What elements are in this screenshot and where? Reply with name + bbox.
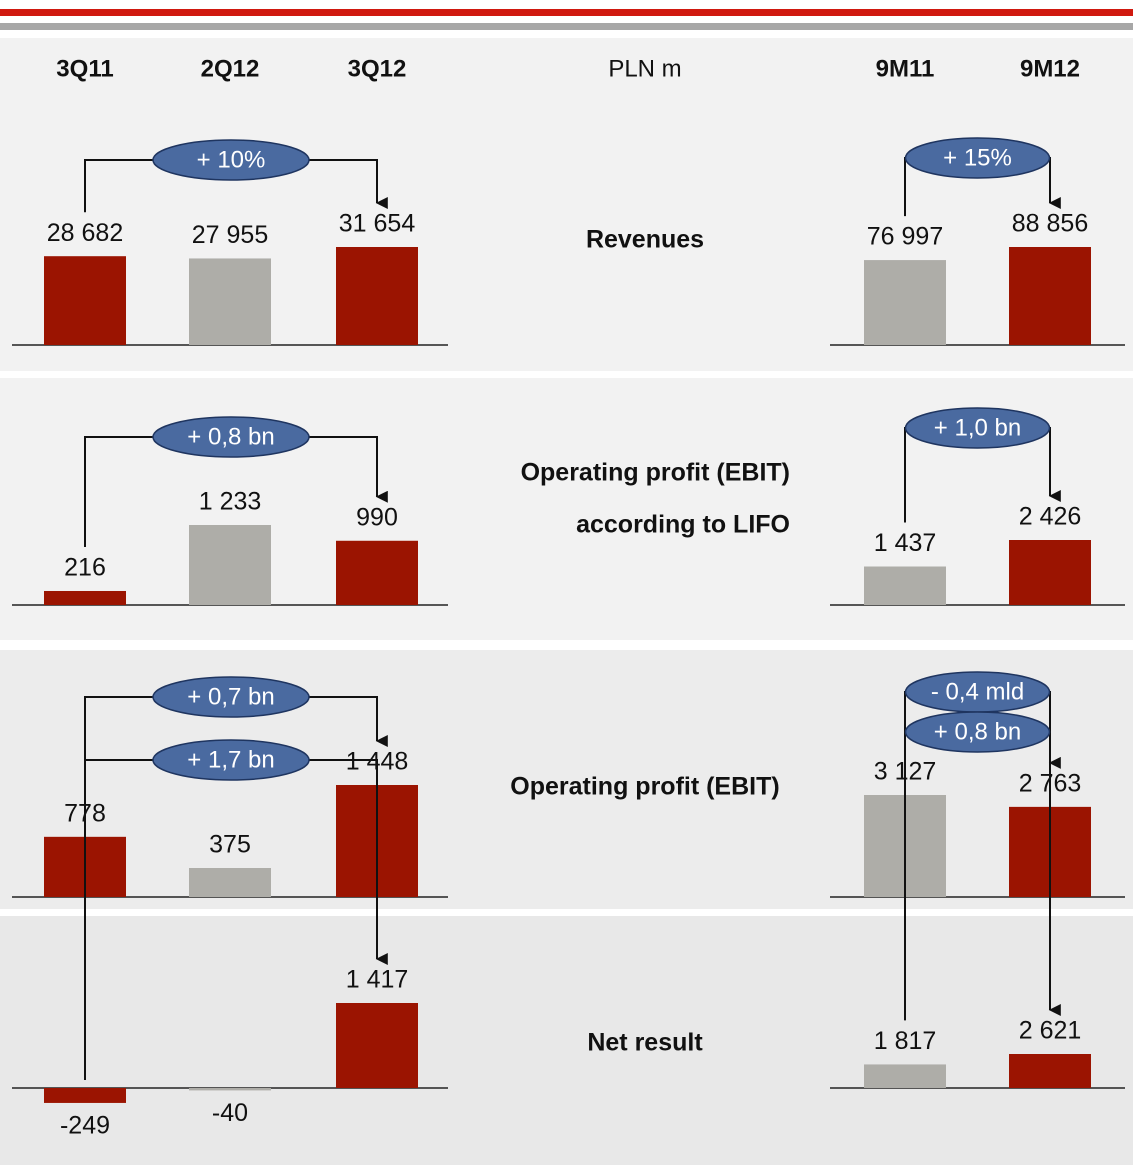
top-rule-gray: [0, 23, 1133, 30]
bar: [1009, 247, 1091, 345]
value-label: 27 955: [192, 221, 268, 249]
bar: [189, 867, 271, 897]
metric-title: Operating profit (EBIT): [521, 459, 790, 487]
annotation: + 10%: [197, 146, 266, 173]
annotation: + 0,8 bn: [934, 718, 1021, 745]
annotation: + 0,8 bn: [187, 423, 274, 450]
value-label: 216: [64, 554, 106, 582]
bar: [864, 1064, 946, 1088]
value-label: 88 856: [1012, 210, 1088, 238]
value-label: 2 621: [1019, 1017, 1082, 1045]
header-label: 3Q12: [348, 55, 407, 82]
annotation-bubble: [152, 416, 310, 458]
bar: [189, 258, 271, 345]
value-label: 1 417: [346, 966, 409, 994]
bar: [336, 247, 418, 345]
value-label: -249: [60, 1112, 110, 1140]
metric-title: Net result: [587, 1029, 703, 1057]
value-label: 1 233: [199, 488, 262, 516]
value-label: 31 654: [339, 210, 416, 238]
annotation-bubble: [904, 711, 1051, 753]
bar: [44, 256, 126, 345]
bar: [44, 1088, 126, 1103]
unit-label: PLN m: [608, 55, 681, 82]
value-label: 28 682: [47, 219, 123, 247]
bar: [44, 590, 126, 605]
bar: [189, 1088, 271, 1091]
header-label: 2Q12: [201, 55, 260, 82]
metric-title: Operating profit (EBIT): [510, 773, 779, 801]
metric-title: Revenues: [586, 226, 704, 254]
bar: [336, 540, 418, 605]
value-label: 1 437: [874, 529, 937, 557]
header-label: 9M12: [1020, 55, 1080, 82]
annotation-bubble: [904, 407, 1051, 449]
header-label: 3Q11: [56, 55, 113, 82]
annotation-bubble: [152, 739, 310, 781]
annotation: + 15%: [943, 144, 1012, 171]
value-label: -40: [212, 1099, 248, 1127]
bar: [864, 260, 946, 345]
value-label: 2 426: [1019, 503, 1082, 531]
annotation-bubble: [152, 139, 310, 181]
value-label: 76 997: [867, 223, 943, 251]
bar: [189, 525, 271, 605]
bar: [336, 1003, 418, 1088]
value-label: 1 817: [874, 1027, 937, 1055]
metric-title: according to LIFO: [576, 511, 790, 539]
annotation-bubble: [152, 676, 310, 718]
annotation-bubble: [904, 137, 1051, 179]
annotation: + 0,7 bn: [187, 683, 274, 710]
bar: [1009, 1054, 1091, 1088]
panel: [0, 38, 1133, 371]
annotation: + 1,0 bn: [934, 414, 1021, 441]
panel: [0, 916, 1133, 1165]
bar: [864, 566, 946, 605]
annotation: - 0,4 mld: [931, 678, 1024, 705]
header-label: 9M11: [876, 55, 935, 82]
value-label: 375: [209, 831, 251, 859]
top-rule: [0, 9, 1133, 16]
annotation: + 1,7 bn: [187, 746, 274, 773]
bar: [1009, 540, 1091, 605]
value-label: 990: [356, 503, 398, 531]
